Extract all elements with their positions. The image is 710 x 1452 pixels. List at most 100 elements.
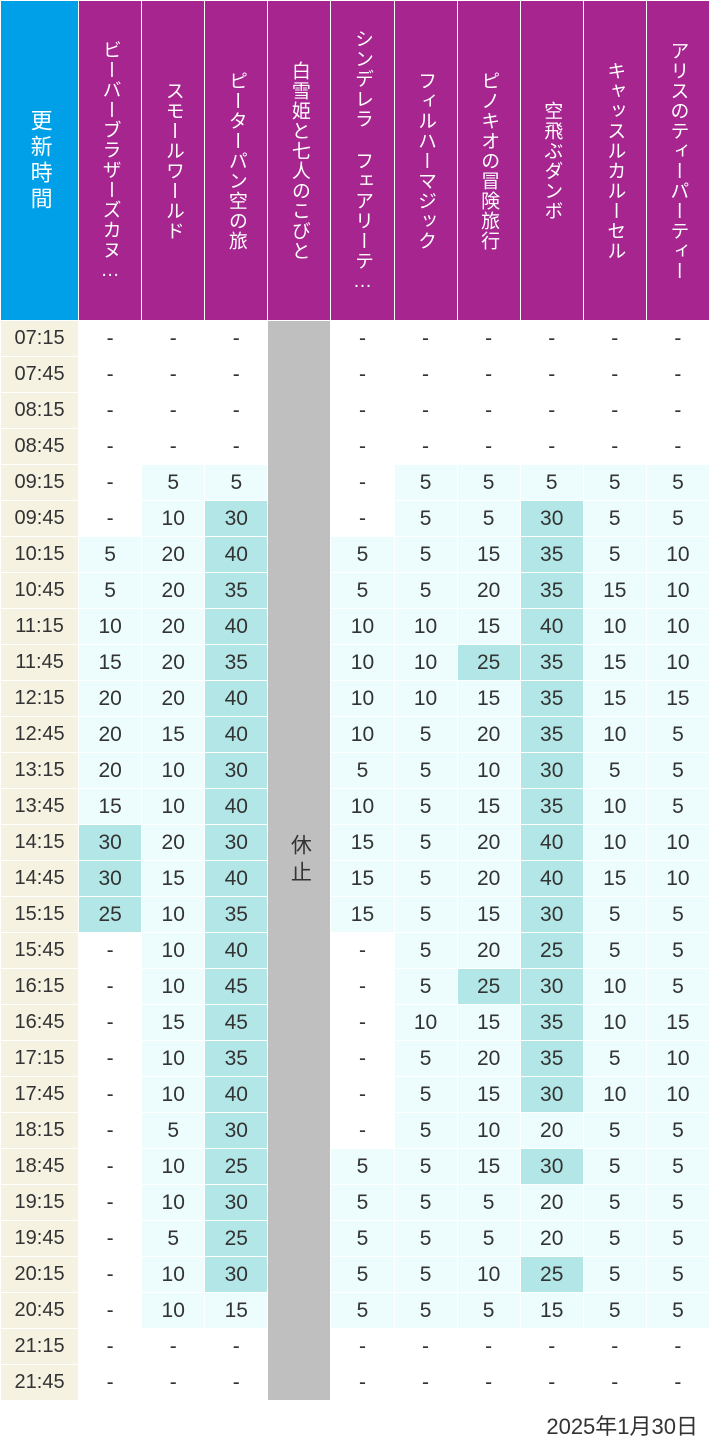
value-cell: - — [79, 393, 142, 429]
value-cell: 5 — [646, 1149, 709, 1185]
value-cell: 15 — [79, 789, 142, 825]
value-cell: 20 — [79, 717, 142, 753]
wait-time-table-container: 更新時間 ビーバーブラザーズカヌ…スモールワールドピーターパン空の旅白雪姫と七人… — [0, 0, 710, 1445]
value-cell: - — [79, 1365, 142, 1401]
time-cell: 19:45 — [1, 1221, 79, 1257]
value-cell: 40 — [520, 825, 583, 861]
value-cell: - — [79, 933, 142, 969]
value-cell: 15 — [331, 861, 394, 897]
value-cell: 10 — [142, 1293, 205, 1329]
value-cell: 10 — [142, 1257, 205, 1293]
value-cell: 35 — [520, 681, 583, 717]
time-cell: 14:15 — [1, 825, 79, 861]
value-cell: - — [646, 429, 709, 465]
time-cell: 11:15 — [1, 609, 79, 645]
value-cell: 5 — [646, 465, 709, 501]
table-row: 07:45--------- — [1, 357, 710, 393]
value-cell: - — [394, 429, 457, 465]
value-cell: 5 — [394, 789, 457, 825]
value-cell: 30 — [520, 501, 583, 537]
value-cell: - — [646, 1365, 709, 1401]
value-cell: 40 — [205, 1077, 268, 1113]
table-row: 18:45-102555153055 — [1, 1149, 710, 1185]
value-cell: - — [331, 393, 394, 429]
table-row: 12:15202040101015351515 — [1, 681, 710, 717]
value-cell: 10 — [646, 537, 709, 573]
value-cell: - — [79, 969, 142, 1005]
table-row: 16:45-1545-1015351015 — [1, 1005, 710, 1041]
value-cell: 30 — [205, 1257, 268, 1293]
value-cell: 20 — [457, 1041, 520, 1077]
value-cell: 5 — [646, 969, 709, 1005]
value-cell: - — [331, 357, 394, 393]
value-cell: - — [457, 1365, 520, 1401]
table-row: 15:15251035155153055 — [1, 897, 710, 933]
time-cell: 20:15 — [1, 1257, 79, 1293]
value-cell: 5 — [520, 465, 583, 501]
value-cell: - — [646, 321, 709, 357]
attraction-header-beaver: ビーバーブラザーズカヌ… — [79, 1, 142, 321]
value-cell: 5 — [331, 1257, 394, 1293]
table-row: 19:15-10305552055 — [1, 1185, 710, 1221]
time-cell: 13:15 — [1, 753, 79, 789]
value-cell: 10 — [142, 1149, 205, 1185]
value-cell: 35 — [520, 537, 583, 573]
value-cell: - — [394, 393, 457, 429]
time-cell: 08:15 — [1, 393, 79, 429]
value-cell: 5 — [394, 825, 457, 861]
time-cell: 10:45 — [1, 573, 79, 609]
attraction-header-pinocchio: ピノキオの冒険旅行 — [457, 1, 520, 321]
value-cell: 5 — [331, 1221, 394, 1257]
value-cell: 5 — [79, 573, 142, 609]
value-cell: - — [79, 357, 142, 393]
value-cell: 15 — [583, 573, 646, 609]
value-cell: 40 — [205, 789, 268, 825]
value-cell: - — [79, 321, 142, 357]
value-cell: 15 — [205, 1293, 268, 1329]
value-cell: - — [142, 321, 205, 357]
value-cell: 10 — [142, 1185, 205, 1221]
time-cell: 12:45 — [1, 717, 79, 753]
value-cell: 35 — [520, 573, 583, 609]
value-cell: 10 — [79, 609, 142, 645]
value-cell: 10 — [394, 1005, 457, 1041]
value-cell: - — [205, 1329, 268, 1365]
value-cell: 5 — [646, 501, 709, 537]
value-cell: - — [79, 429, 142, 465]
value-cell: - — [520, 357, 583, 393]
table-row: 20:45-10155551555 — [1, 1293, 710, 1329]
value-cell: 5 — [457, 465, 520, 501]
value-cell: 5 — [457, 501, 520, 537]
value-cell: - — [142, 429, 205, 465]
value-cell: - — [583, 393, 646, 429]
table-row: 14:1530203015520401010 — [1, 825, 710, 861]
table-row: 07:15---休止------ — [1, 321, 710, 357]
time-cell: 11:45 — [1, 645, 79, 681]
value-cell: 5 — [394, 1113, 457, 1149]
table-row: 18:15-530-5102055 — [1, 1113, 710, 1149]
value-cell: 5 — [646, 1185, 709, 1221]
value-cell: 5 — [583, 501, 646, 537]
value-cell: 5 — [394, 1185, 457, 1221]
value-cell: 15 — [457, 1077, 520, 1113]
time-cell: 08:45 — [1, 429, 79, 465]
value-cell: 10 — [583, 1005, 646, 1041]
value-cell: - — [646, 357, 709, 393]
value-cell: 35 — [520, 789, 583, 825]
value-cell: 40 — [520, 861, 583, 897]
attraction-header-alice: アリスのティーパーティー — [646, 1, 709, 321]
value-cell: 10 — [394, 609, 457, 645]
time-cell: 19:15 — [1, 1185, 79, 1221]
value-cell: 10 — [457, 1113, 520, 1149]
value-cell: 20 — [142, 645, 205, 681]
table-row: 11:15102040101015401010 — [1, 609, 710, 645]
table-row: 09:15-55-55555 — [1, 465, 710, 501]
value-cell: - — [520, 1329, 583, 1365]
time-header: 更新時間 — [1, 1, 79, 321]
value-cell: 10 — [331, 789, 394, 825]
value-cell: - — [520, 393, 583, 429]
attraction-header-carousel: キャッスルカルーセル — [583, 1, 646, 321]
value-cell: 25 — [457, 645, 520, 681]
value-cell: 5 — [394, 465, 457, 501]
value-cell: - — [79, 1221, 142, 1257]
